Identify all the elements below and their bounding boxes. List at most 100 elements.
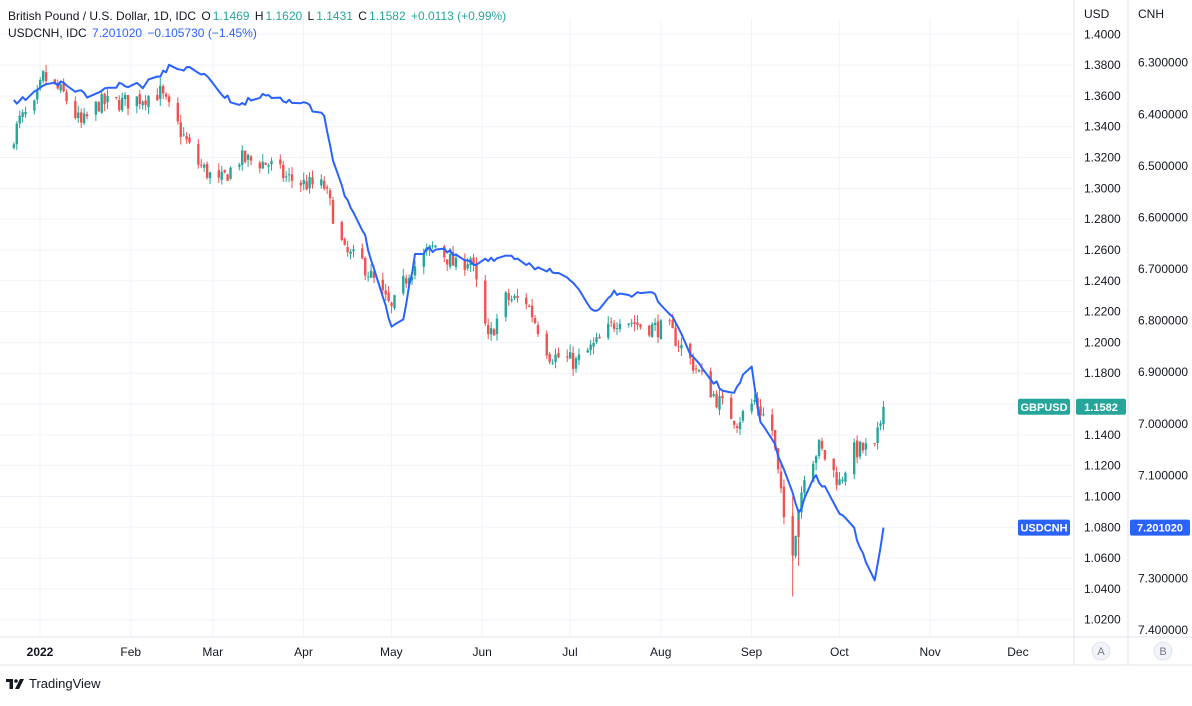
candle-body xyxy=(176,102,180,122)
cnh-tick-label: 7.300000 xyxy=(1138,572,1188,586)
main-series-legend: British Pound / U.S. Dollar, 1D, IDC O 1.… xyxy=(8,9,508,23)
candle-body xyxy=(59,84,62,91)
candle-body xyxy=(369,270,373,278)
candle-body xyxy=(852,442,856,475)
candle-body xyxy=(413,266,417,276)
candle-body xyxy=(566,356,569,358)
candle-body xyxy=(405,278,408,284)
scale-b-button[interactable] xyxy=(1153,641,1173,661)
candle-body xyxy=(393,295,396,309)
candle-body xyxy=(659,320,663,340)
x-tick-label: Mar xyxy=(202,645,223,659)
tradingview-brand[interactable]: TradingView xyxy=(6,676,101,691)
candle-body xyxy=(402,276,405,294)
candle-body xyxy=(615,328,619,330)
candle-body xyxy=(182,134,185,136)
candle-body xyxy=(161,86,165,94)
usd-tick-label: 1.2000 xyxy=(1084,335,1121,349)
candle-body xyxy=(103,93,106,105)
candle-body xyxy=(120,97,124,111)
candle-body xyxy=(223,169,226,173)
candle-body xyxy=(147,95,150,108)
candle-body xyxy=(484,280,487,324)
cnh-tick-label: 6.300000 xyxy=(1138,56,1188,70)
candle-body xyxy=(495,318,499,335)
x-tick-label: Oct xyxy=(830,645,849,659)
candle-body xyxy=(486,325,490,335)
candle-body xyxy=(24,111,27,115)
candle-body xyxy=(618,323,622,330)
candle-body xyxy=(858,441,862,457)
cnh-axis-header: CNH xyxy=(1138,7,1164,21)
open-label: O xyxy=(201,9,211,23)
candle-body xyxy=(738,422,742,430)
overlay-value: 7.201020 xyxy=(92,26,143,40)
candle-body xyxy=(551,362,554,364)
candle-body xyxy=(144,100,147,105)
candle-body xyxy=(208,172,212,179)
candle-body xyxy=(287,174,291,176)
candle-body xyxy=(700,370,704,372)
candle-body xyxy=(217,170,221,178)
candle-body xyxy=(718,396,721,410)
candle-body xyxy=(750,403,753,412)
candle-body xyxy=(446,259,449,265)
candle-body xyxy=(77,112,80,119)
candle-body xyxy=(817,440,821,456)
candle-body xyxy=(372,271,376,278)
candle-body xyxy=(627,323,630,325)
candle-body xyxy=(434,245,437,248)
usd-tick-label: 1.3000 xyxy=(1084,181,1121,195)
candle-body xyxy=(36,90,39,100)
auto-scale-label: A xyxy=(1097,646,1105,658)
candle-body xyxy=(574,358,578,369)
grid xyxy=(0,19,1074,637)
candle-body xyxy=(879,423,882,427)
candle-body xyxy=(21,112,24,118)
candle-body xyxy=(443,246,446,258)
candle-body xyxy=(364,258,367,276)
usd-tick-label: 1.0200 xyxy=(1084,613,1121,627)
candle-body xyxy=(732,420,736,425)
tradingview-logo-icon xyxy=(6,678,24,689)
candle-body xyxy=(595,337,598,343)
candle-body xyxy=(735,426,739,429)
high-value: 1.1620 xyxy=(265,9,303,23)
candle-body xyxy=(220,171,223,180)
candle-body xyxy=(328,190,332,199)
candle-body xyxy=(677,346,680,348)
candle-body xyxy=(554,354,557,363)
candle-body xyxy=(568,352,572,359)
brand-name: TradingView xyxy=(29,676,101,691)
candle-body xyxy=(779,471,783,489)
candle-body xyxy=(343,238,346,245)
usd-tick-label: 1.2200 xyxy=(1084,305,1121,319)
candle-body xyxy=(454,257,458,267)
candle-body xyxy=(241,150,244,165)
candle-body xyxy=(753,400,756,402)
auto-scale-button[interactable] xyxy=(1091,641,1111,661)
candle-body xyxy=(200,164,203,166)
candle-body xyxy=(97,102,100,112)
candle-body xyxy=(533,318,537,324)
candle-body xyxy=(873,443,876,445)
candle-body xyxy=(489,328,493,335)
last-value-labels: GBPUSD 1.1582 USDCNH 7.201020 xyxy=(1018,398,1190,536)
candle-body xyxy=(759,406,762,416)
gbpusd-last-price-bg xyxy=(1076,398,1126,415)
candle-body xyxy=(53,79,57,83)
x-tick-label: Jul xyxy=(562,645,577,659)
candle-body xyxy=(838,479,841,485)
candle-body xyxy=(800,492,803,513)
candle-body xyxy=(205,163,209,178)
gbpusd-name-tag xyxy=(1018,398,1070,415)
candle-body xyxy=(507,293,510,301)
candle-body xyxy=(571,352,575,369)
x-tick-label: Aug xyxy=(650,645,671,659)
cnh-tick-label: 6.500000 xyxy=(1138,159,1188,173)
candle-body xyxy=(320,179,323,186)
candle-body xyxy=(258,162,262,169)
candle-body xyxy=(633,322,636,325)
